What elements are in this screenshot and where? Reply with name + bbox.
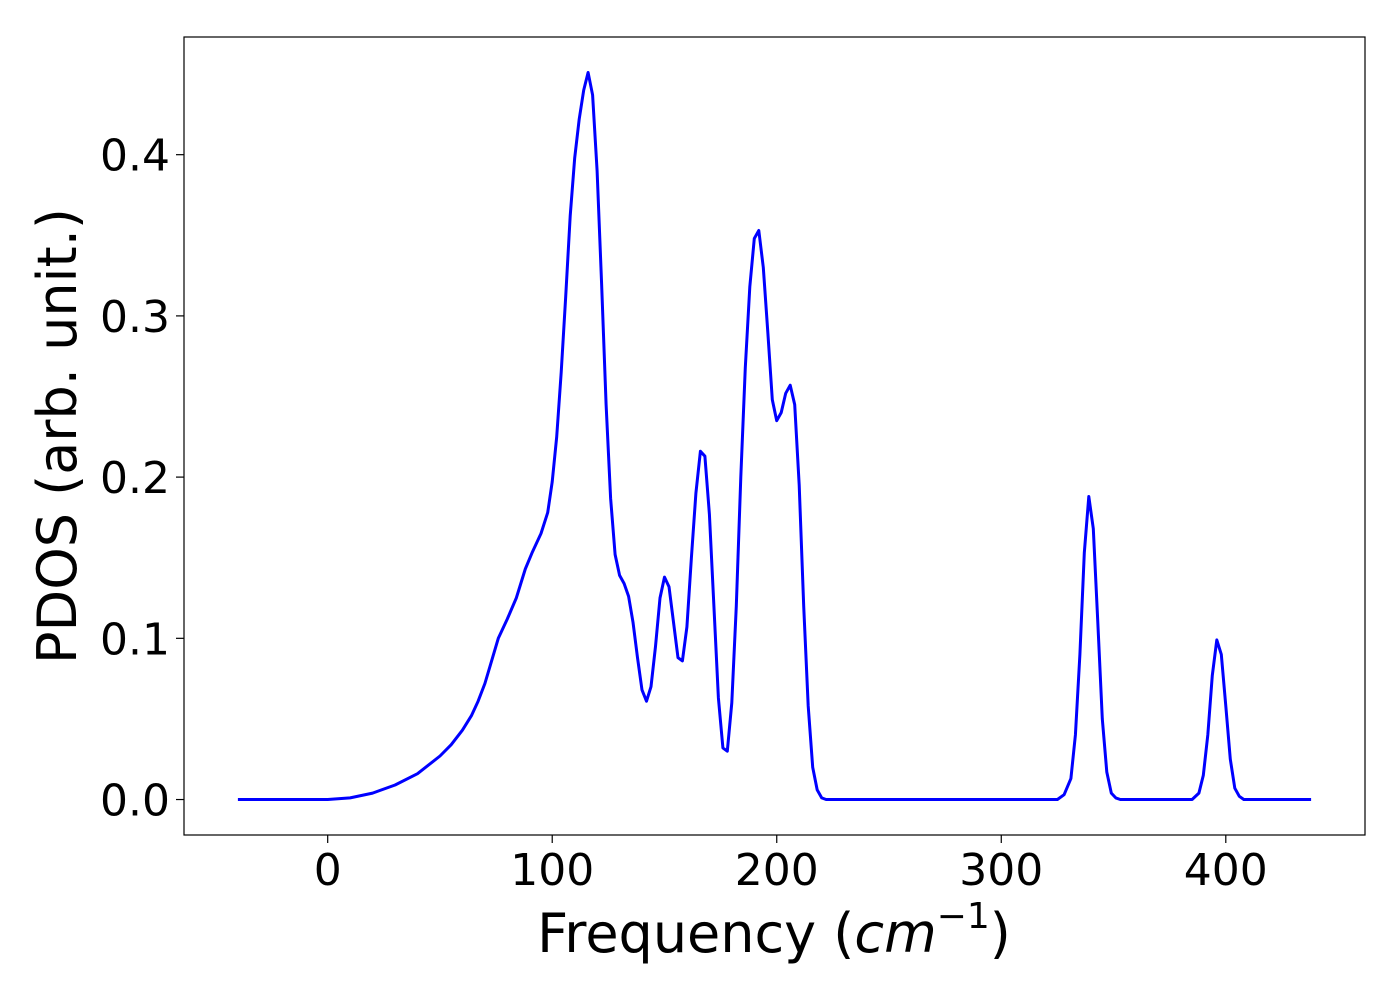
x-axis-label: Frequency (cm−1): [537, 896, 1011, 965]
x-axis-label-suffix: ): [990, 902, 1011, 965]
x-tick-label: 200: [735, 845, 819, 896]
x-axis-label-math: cm: [854, 902, 936, 965]
y-tick-label: 0.4: [100, 131, 170, 182]
y-tick-label: 0.1: [100, 614, 170, 665]
x-tick-label: 100: [510, 845, 594, 896]
x-tick-label: 400: [1184, 845, 1268, 896]
plot-area: [183, 36, 1366, 836]
y-tick-label: 0.3: [100, 292, 170, 343]
x-tick-label: 0: [314, 845, 342, 896]
x-axis-label-sup: −1: [937, 896, 990, 937]
x-axis-ticks: 0 100 200 300 400: [314, 835, 1268, 896]
y-axis-ticks: 0.0 0.1 0.2 0.3 0.4: [100, 131, 184, 827]
pdos-series-line: [237, 71, 1312, 801]
y-tick-label: 0.0: [100, 776, 170, 827]
y-axis-label: PDOS (arb. unit.): [26, 208, 89, 664]
x-axis-label-prefix: Frequency (: [537, 902, 854, 965]
x-tick-label: 300: [959, 845, 1043, 896]
y-tick-label: 0.2: [100, 453, 170, 504]
